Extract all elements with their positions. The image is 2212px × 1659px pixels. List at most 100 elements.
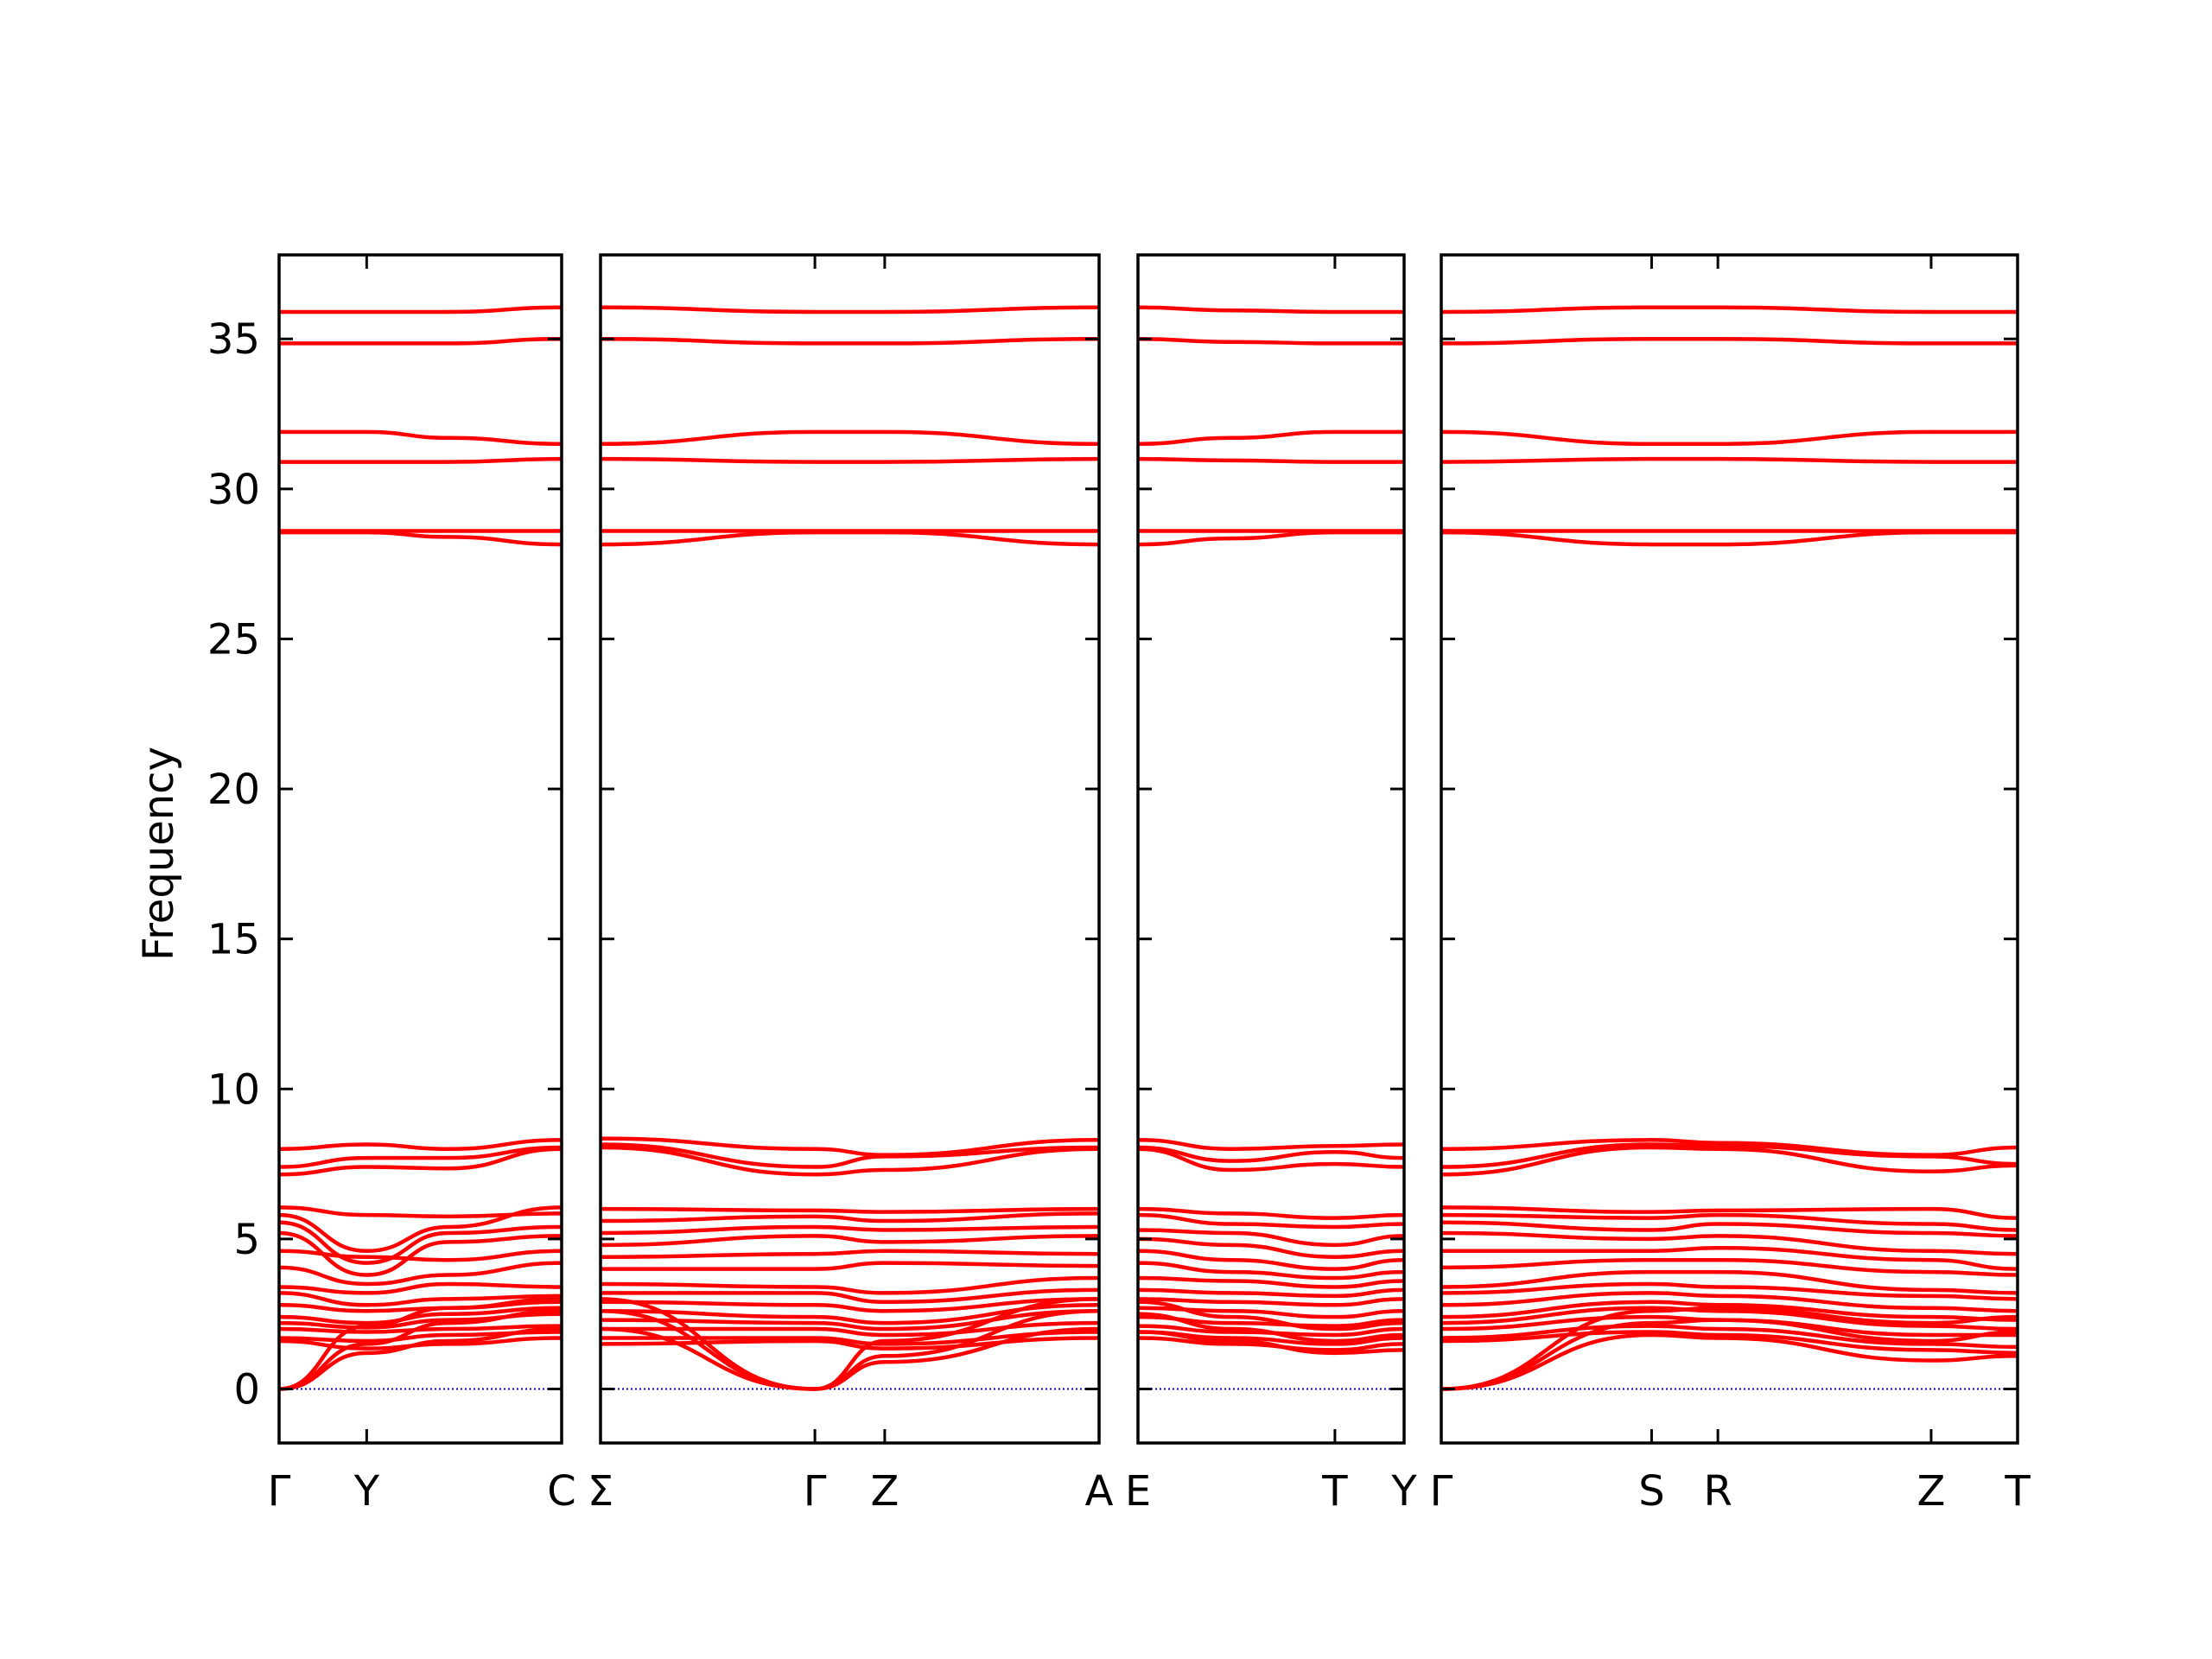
panel-frame — [277, 253, 563, 1445]
band-line — [1137, 456, 1404, 464]
band-line — [1137, 1147, 1405, 1173]
band-line — [600, 1142, 1100, 1169]
band-line — [600, 336, 1100, 346]
band-line — [278, 1261, 563, 1287]
band-line — [1440, 1324, 2018, 1350]
band-line — [600, 1145, 1100, 1177]
x-tick-label: Γ — [804, 1467, 827, 1516]
band-line — [278, 1147, 563, 1177]
band-line — [278, 1281, 563, 1295]
panel-frame — [1136, 253, 1406, 1445]
band-line — [600, 1211, 1100, 1224]
band-line — [1440, 1300, 2018, 1322]
band-line — [600, 530, 1100, 547]
band-line — [1137, 1145, 1405, 1163]
band-line — [1137, 1212, 1405, 1230]
band-line — [1440, 1257, 2018, 1277]
band-line — [1440, 429, 2018, 447]
band-line — [278, 1308, 563, 1391]
x-tick-label: C — [547, 1467, 576, 1516]
band-line — [1440, 1281, 2018, 1301]
band-line — [278, 1249, 563, 1262]
y-tick-label: 25 — [207, 615, 260, 664]
panel-frame — [599, 253, 1101, 1445]
band-line — [1137, 1312, 1405, 1344]
band-line — [1440, 530, 2018, 547]
y-tick-label: 35 — [207, 315, 260, 364]
band-line — [1440, 1330, 2018, 1356]
band-line — [278, 429, 563, 446]
band-line — [600, 1308, 1100, 1332]
band-line — [1440, 1230, 2018, 1256]
band-line — [278, 1297, 563, 1391]
y-tick-label: 30 — [207, 466, 260, 514]
band-line — [1137, 1206, 1405, 1220]
band-line — [1137, 1287, 1405, 1299]
band-line — [600, 456, 1100, 464]
band-line — [1137, 1138, 1405, 1151]
band-line — [600, 1261, 1100, 1271]
x-tick-label: A — [1085, 1467, 1114, 1516]
band-line — [1440, 336, 2018, 346]
panel-frame — [1440, 253, 2019, 1445]
band-line — [1137, 336, 1404, 346]
band-line — [1137, 1236, 1405, 1259]
y-tick-label: 5 — [233, 1216, 260, 1264]
band-line — [1440, 1138, 2018, 1157]
band-line — [278, 1205, 563, 1254]
band-line — [600, 1136, 1100, 1157]
band-line — [1137, 530, 1404, 547]
band-line — [1440, 1212, 2018, 1232]
band-line — [600, 1326, 1100, 1391]
band-line — [1440, 1306, 2018, 1391]
band-line — [1137, 1228, 1405, 1248]
y-tick-label: 15 — [207, 916, 260, 964]
band-line — [1137, 429, 1404, 446]
band-line — [600, 1308, 1100, 1391]
band-line — [278, 305, 563, 315]
band-line — [278, 1138, 563, 1151]
band-line — [1137, 1249, 1405, 1271]
band-line — [600, 1234, 1100, 1248]
x-tick-label: Y — [353, 1467, 380, 1516]
band-line — [600, 1297, 1100, 1391]
x-tick-label: Σ — [588, 1467, 613, 1516]
x-tick-label: Y — [1390, 1467, 1417, 1516]
y-axis-label: Frequency — [135, 747, 183, 961]
band-line — [1440, 1205, 2018, 1220]
band-line — [279, 530, 563, 547]
x-tick-label: Γ — [1430, 1467, 1453, 1516]
band-line — [1137, 1330, 1405, 1356]
band-line — [278, 336, 563, 346]
x-tick-label: Z — [870, 1467, 899, 1516]
band-line — [600, 1287, 1100, 1305]
band-line — [278, 1326, 563, 1391]
band-line — [1137, 1300, 1405, 1332]
x-tick-label: S — [1638, 1467, 1664, 1516]
band-line — [600, 1249, 1100, 1259]
band-line — [278, 1291, 563, 1307]
x-tick-label: E — [1125, 1467, 1151, 1516]
band-line — [1137, 1275, 1405, 1289]
band-line — [1440, 1220, 2018, 1238]
y-tick-label: 0 — [233, 1366, 260, 1414]
band-line — [1440, 1318, 2018, 1391]
band-line — [1137, 1297, 1405, 1307]
band-line — [1441, 1246, 2018, 1271]
band-line — [600, 1297, 1100, 1313]
band-line — [1440, 1145, 2018, 1177]
band-line — [600, 1303, 1100, 1325]
x-tick-label: Γ — [268, 1467, 291, 1516]
band-line — [279, 456, 563, 464]
band-line — [1440, 456, 2018, 464]
band-line — [1440, 305, 2018, 315]
band-line — [1137, 305, 1404, 315]
y-tick-label: 20 — [207, 766, 260, 814]
band-line — [278, 1220, 563, 1265]
y-axis-tick-labels: 0 5 10 15 20 25 30 35 — [207, 315, 260, 1414]
